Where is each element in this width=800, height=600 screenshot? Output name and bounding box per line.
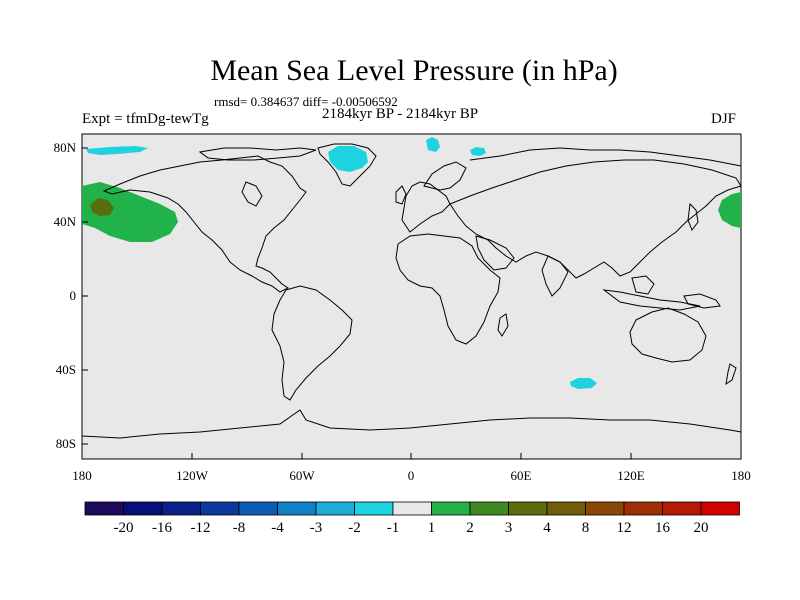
coast-greenland (317, 143, 377, 187)
coast-asia (449, 159, 742, 279)
coast-africa (395, 233, 501, 345)
lon-label-120w: 120W (176, 468, 208, 483)
colorbar-box-8 (392, 501, 432, 516)
colorbar-label: 20 (693, 520, 709, 536)
coast-new-guinea (683, 293, 721, 309)
coast-north-america (102, 155, 307, 293)
anomaly-southern-indian-negative (570, 378, 597, 389)
colorbar-label: 8 (581, 520, 590, 536)
colorbar-box-3 (200, 501, 240, 516)
lat-label-80s: 80S (55, 436, 76, 451)
lon-label-0: 0 (407, 468, 415, 483)
coast-south-america (271, 285, 353, 401)
coast-hudson-bay (241, 181, 263, 207)
colorbar-box-13 (585, 501, 625, 516)
coast-arctic-islands (198, 147, 317, 161)
colorbar-box-11 (508, 501, 548, 516)
coast-japan (687, 202, 699, 232)
colorbar-box-10 (469, 501, 509, 516)
colorbar-label: 1 (427, 520, 436, 536)
colorbar-box-0 (84, 501, 124, 516)
colorbar-box-4 (238, 501, 278, 516)
coast-australia (629, 307, 707, 363)
coast-borneo (631, 275, 655, 295)
colorbar-box-2 (161, 501, 201, 516)
anomaly-svalbard-negative (426, 137, 440, 152)
colorbar-label: -1 (386, 520, 400, 536)
anomaly-west-pacific-positive (718, 192, 741, 228)
colorbar-label: -12 (190, 520, 211, 536)
colorbar-label: -3 (309, 520, 323, 536)
coast-scandinavia (423, 161, 467, 191)
colorbar-label: 2 (466, 520, 474, 536)
colorbar-box-15 (662, 501, 702, 516)
coast-europe (401, 181, 451, 233)
colorbar-box-14 (623, 501, 663, 516)
coastlines (81, 143, 742, 439)
experiment-label: Expt = tfmDg-tewTg (82, 111, 209, 127)
colorbar-box-12 (546, 501, 586, 516)
coast-india (541, 255, 569, 297)
coast-antarctica (81, 409, 742, 439)
colorbar-label: -4 (271, 520, 284, 536)
colorbar-box-9 (431, 501, 471, 516)
coast-new-zealand (725, 363, 737, 386)
colorbar-box-6 (315, 501, 355, 516)
colorbar-box-5 (277, 501, 317, 516)
anomaly-shading (82, 137, 741, 389)
lat-label-0: 0 (69, 288, 77, 303)
coast-madagascar (497, 313, 509, 337)
map-background (81, 133, 742, 460)
lat-label-40n: 40N (53, 214, 76, 229)
plot-title: Mean Sea Level Pressure (in hPa) (210, 54, 618, 87)
colorbar-label: -8 (232, 520, 246, 536)
axis-ticks (81, 147, 742, 459)
colorbar-box-16 (700, 501, 740, 516)
colorbar-label: 3 (504, 520, 513, 536)
colorbar-label: -20 (113, 520, 134, 536)
anomaly-greenland-negative (328, 146, 368, 172)
colorbar-boxes (84, 501, 740, 516)
colorbar-label: 16 (655, 520, 670, 536)
lat-label-40s: 40S (55, 362, 76, 377)
colorbar-label: -2 (348, 520, 361, 536)
anomaly-north-pacific-core (90, 198, 114, 216)
lon-label-60w: 60W (289, 468, 315, 483)
coast-russia-arctic (469, 147, 742, 167)
colorbar-label: 12 (616, 520, 632, 536)
colorbar-box-1 (123, 501, 163, 516)
colorbar-label: 4 (543, 520, 551, 536)
lon-label-60e: 60E (510, 468, 532, 483)
coast-uk (395, 185, 407, 205)
lat-label-80n: 80N (53, 140, 76, 155)
anomaly-canadian-arctic-negative (86, 146, 148, 155)
rmsd-diff-stats: rmsd= 0.384637 diff= -0.00506592 (214, 94, 398, 109)
coast-indonesia (602, 289, 701, 311)
lon-label-120e: 120E (617, 468, 645, 483)
lon-label-180w: 180 (72, 468, 92, 483)
period-label: 2184kyr BP - 2184kyr BP (322, 106, 479, 122)
colorbar-box-7 (354, 501, 394, 516)
anomaly-north-pacific-positive (82, 182, 178, 242)
season-label: DJF (711, 111, 737, 127)
coast-arabia (475, 235, 515, 271)
lon-label-180e: 180 (731, 468, 751, 483)
anomaly-barents-negative (470, 147, 486, 156)
colorbar-label: -16 (152, 520, 172, 536)
